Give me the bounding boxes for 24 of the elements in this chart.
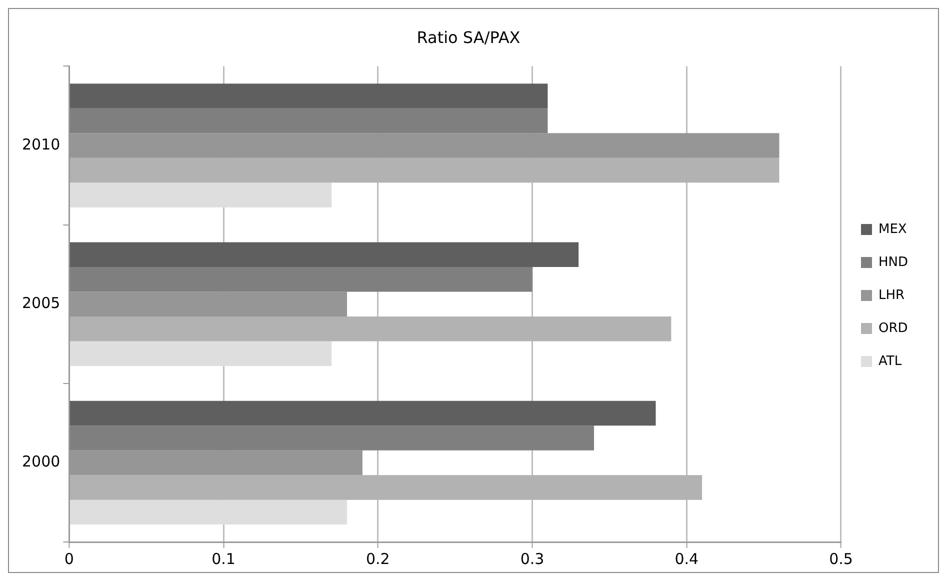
legend-label: HND [878, 254, 908, 270]
chart-title: Ratio SA/PAX [416, 28, 520, 47]
x-tick-label: 0.5 [829, 550, 853, 568]
y-tick-label: 2000 [22, 452, 60, 471]
x-tick-label: 0.4 [674, 550, 699, 568]
bar [70, 242, 579, 267]
y-tick-label: 2005 [22, 294, 60, 312]
bar [70, 266, 532, 292]
legend-label: ORD [878, 320, 908, 336]
bar [70, 108, 548, 134]
bar [70, 500, 348, 525]
bar [70, 426, 594, 450]
x-tick-label: 0.3 [520, 550, 544, 568]
bar [70, 341, 332, 366]
bar [70, 400, 656, 426]
x-tick-label: 0.2 [366, 550, 390, 568]
legend-label: ATL [878, 354, 902, 369]
bar [70, 182, 332, 208]
bar [70, 84, 548, 108]
y-tick-label: 2010 [22, 135, 60, 154]
x-tick-label: 0 [64, 550, 74, 568]
legend-label: LHR [878, 288, 905, 303]
legend-label: MEX [878, 222, 907, 237]
x-tick-label: 0.1 [212, 550, 236, 568]
